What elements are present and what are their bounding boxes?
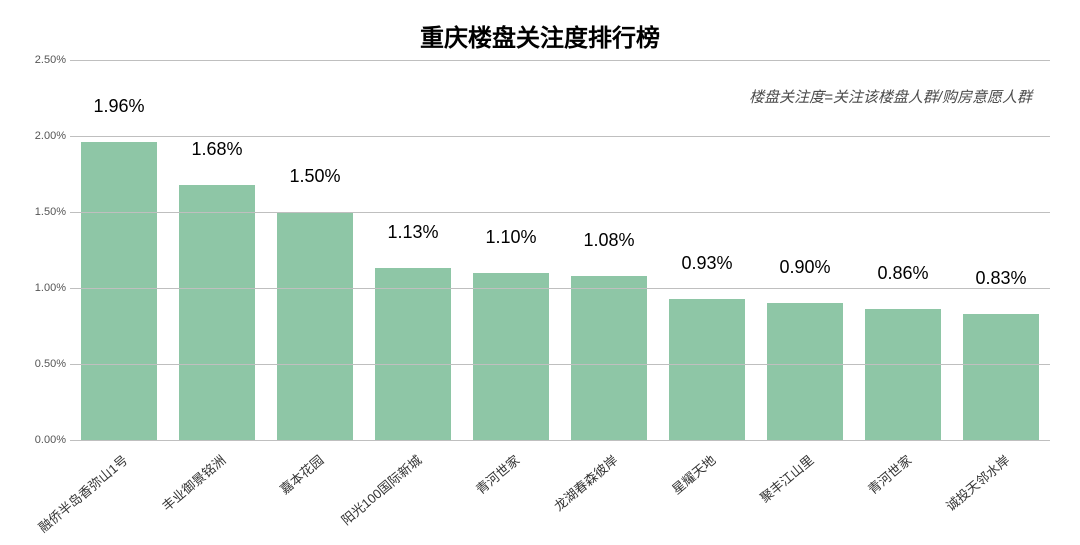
bar [865,309,941,440]
bar-value-label: 1.13% [364,222,462,243]
y-tick-label: 0.00% [10,434,66,446]
bar-slot: 0.86% [854,60,952,440]
bar-slot: 1.96% [70,60,168,440]
gridline [70,60,1050,61]
bar-value-label: 0.86% [854,263,952,284]
bar [473,273,549,440]
bar-slot: 0.83% [952,60,1050,440]
x-category-label: 星耀天地 [667,450,719,498]
x-category-label: 诚投天邻水岸 [941,450,1013,515]
bar-slot: 1.13% [364,60,462,440]
x-category-label: 丰业御景铭洲 [157,450,229,515]
chart-title: 重庆楼盘关注度排行榜 [0,18,1080,53]
bar-value-label: 0.93% [658,253,756,274]
bar-slot: 0.90% [756,60,854,440]
x-axis-labels: 融侨半岛香弥山1号丰业御景铭洲嘉本花园阳光100国际新城青河世家龙湖春森彼岸星耀… [70,450,1050,545]
x-category-label: 青河世家 [863,450,915,498]
bar [81,142,157,440]
bar-slot: 1.10% [462,60,560,440]
gridline [70,364,1050,365]
x-category-label: 聚丰江山里 [755,450,817,506]
y-tick-label: 2.50% [10,54,66,66]
y-tick-label: 2.00% [10,130,66,142]
y-tick-label: 0.50% [10,358,66,370]
bar [669,299,745,440]
bar-slot: 1.50% [266,60,364,440]
bars-group: 1.96% 1.68%1.50% 1.13%1.10%1.08%0.93%0.90%… [70,60,1050,440]
gridline [70,288,1050,289]
bar-value-label: 0.83% [952,268,1050,289]
plot-area: 1.96% 1.68%1.50% 1.13%1.10%1.08%0.93%0.90%… [70,60,1050,440]
bar [375,268,451,440]
chart-container: 重庆楼盘关注度排行榜 楼盘关注度=关注该楼盘人群/购房意愿人群 1.96%1.6… [0,0,1080,545]
bar [571,276,647,440]
bar [277,212,353,440]
bar-slot: 1.68% [168,60,266,440]
bar-value-label: 1.68% [168,139,266,160]
gridline [70,212,1050,213]
bar-slot: 0.93% [658,60,756,440]
x-category-label: 嘉本花园 [275,450,327,498]
bar-value-label: 1.08% [560,230,658,251]
bar-value-label: 0.90% [756,257,854,278]
x-category-label: 龙湖春森彼岸 [549,450,621,515]
bar [179,185,255,440]
bar [963,314,1039,440]
bar-slot: 1.08% [560,60,658,440]
x-category-label: 阳光100国际新城 [337,450,426,529]
gridline [70,136,1050,137]
bar-value-label: 1.10% [462,227,560,248]
y-tick-label: 1.00% [10,282,66,294]
x-category-label: 青河世家 [471,450,523,498]
bar-value-label: 1.50% [266,166,364,187]
gridline [70,440,1050,441]
bar [767,303,843,440]
y-tick-label: 1.50% [10,206,66,218]
bar-value-label: 1.96% [70,96,168,117]
x-category-label: 融侨半岛香弥山1号 [34,450,131,536]
